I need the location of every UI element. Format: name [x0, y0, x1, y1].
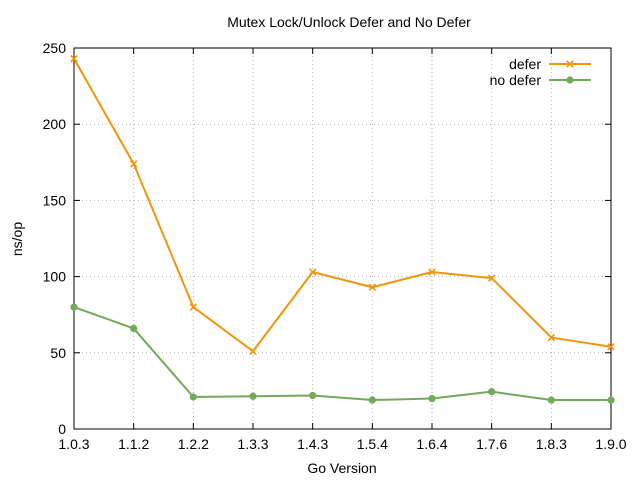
data-point-defer	[487, 274, 496, 282]
data-point-defer	[70, 54, 78, 63]
data-point-no-defer	[70, 303, 78, 311]
data-point-defer	[428, 268, 436, 276]
marker-stroke	[607, 342, 615, 351]
legend-item-no-defer: no defer	[490, 72, 591, 88]
y-tick-label: 100	[43, 269, 67, 285]
data-point-defer	[368, 283, 377, 292]
marker-stroke	[547, 333, 556, 342]
y-tick-label: 0	[58, 421, 66, 437]
y-tick-label: 250	[43, 40, 67, 56]
marker-stroke	[70, 54, 78, 63]
data-point-no-defer	[488, 388, 496, 396]
data-point-no-defer	[428, 394, 436, 403]
series-defer	[70, 54, 615, 356]
x-tick-label: 1.8.3	[536, 436, 567, 452]
series-line-no-defer	[73, 306, 611, 402]
x-tick-label: 1.3.3	[237, 436, 268, 452]
data-point-defer	[547, 333, 556, 342]
x-tick-label: 1.6.4	[416, 436, 447, 452]
legend-swatch-marker	[566, 76, 574, 84]
plot-frame	[73, 47, 612, 430]
x-axis: 1.0.3 1.1.2 1.2.2 1.3.3 1.4.3 1.5.4 1.6.4 1.7.6…	[58, 48, 627, 452]
series-group	[70, 54, 615, 404]
y-tick-label: 150	[43, 192, 67, 208]
data-point-defer	[249, 347, 257, 356]
x-axis-label: Go Version	[307, 460, 376, 476]
grid-lines	[74, 48, 611, 429]
y-tick-label: 50	[50, 345, 66, 361]
data-point-no-defer	[607, 396, 615, 404]
x-tick-label: 1.9.0	[595, 436, 626, 452]
x-tick-label: 1.7.6	[476, 436, 507, 452]
series-line-defer	[73, 58, 612, 353]
y-axis: 0 50 100 150 200 250	[43, 40, 611, 437]
legend-item-defer: defer	[509, 56, 591, 72]
legend-label: defer	[509, 56, 541, 72]
x-tick-label: 1.0.3	[58, 436, 89, 452]
data-point-no-defer	[547, 396, 555, 404]
x-tick-label: 1.5.4	[357, 436, 388, 452]
x-tick-label: 1.4.3	[297, 436, 328, 452]
data-point-no-defer	[368, 396, 376, 404]
marker-stroke	[308, 268, 317, 276]
marker-stroke	[566, 60, 574, 68]
data-point-defer	[189, 303, 198, 311]
legend-swatch-marker	[566, 60, 574, 68]
marker-stroke	[249, 347, 257, 356]
marker-stroke	[428, 268, 436, 276]
x-tick-label: 1.2.2	[178, 436, 209, 452]
series-no-defer	[70, 303, 615, 404]
y-tick-label: 200	[43, 116, 67, 132]
legend-label: no defer	[490, 72, 542, 88]
data-point-defer	[607, 342, 615, 351]
marker-stroke	[129, 160, 138, 168]
marker-stroke	[189, 303, 198, 311]
marker-stroke	[368, 283, 377, 292]
data-point-no-defer	[189, 393, 197, 401]
data-point-no-defer	[249, 392, 257, 400]
data-point-no-defer	[309, 391, 317, 400]
data-point-defer	[129, 160, 138, 168]
data-point-no-defer	[130, 324, 138, 333]
data-point-defer	[308, 268, 317, 276]
marker-stroke	[487, 274, 496, 282]
x-tick-label: 1.1.2	[118, 436, 149, 452]
y-axis-label: ns/op	[9, 222, 25, 256]
chart-title: Mutex Lock/Unlock Defer and No Defer	[227, 14, 471, 30]
